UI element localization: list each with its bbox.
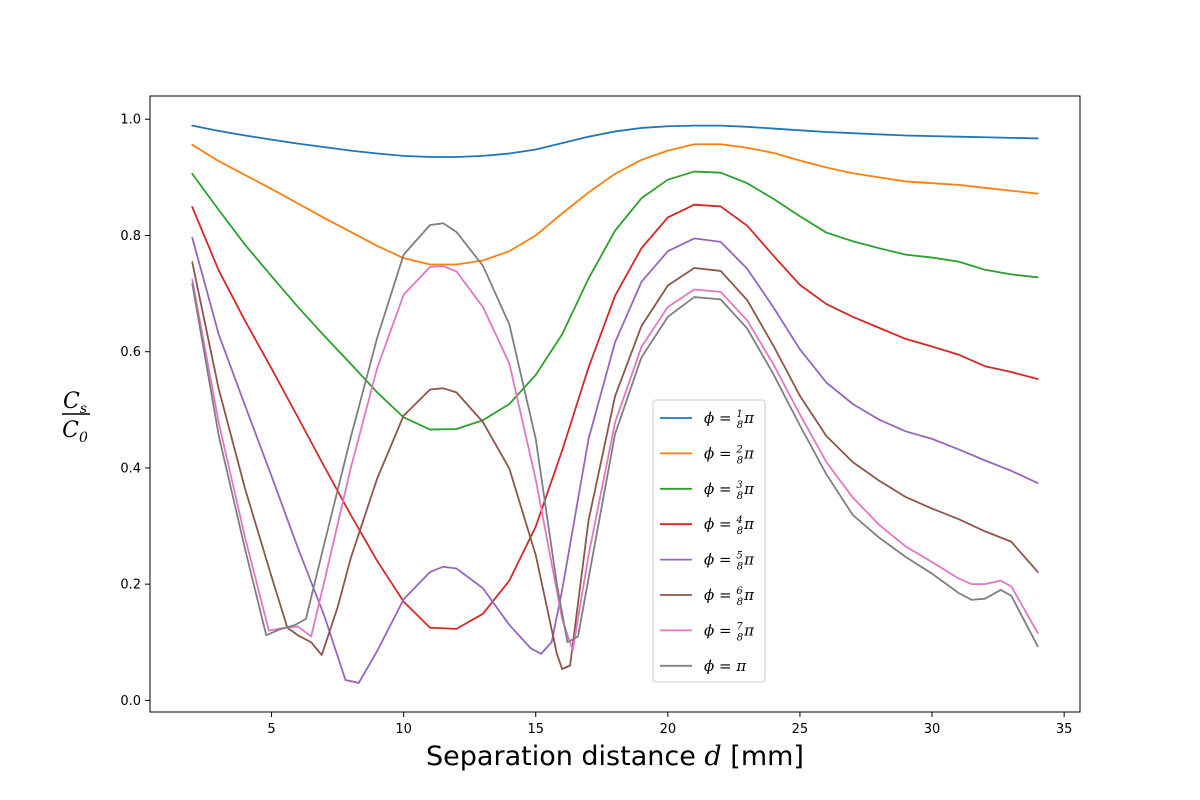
y-axis-ticks: 0.0 0.2 0.4 0.6 0.8 1.0 (120, 113, 150, 709)
y-axis-label-numerator: Cs (63, 389, 87, 417)
x-tick-label: 5 (267, 722, 275, 737)
x-tick-label: 20 (660, 722, 677, 737)
y-tick-label: 1.0 (120, 113, 141, 128)
series-line-2 (191, 143, 1039, 266)
legend-box (652, 399, 766, 683)
plot-frame (149, 95, 1081, 713)
x-tick-label: 15 (527, 722, 544, 737)
series-line-6 (191, 261, 1039, 670)
y-axis-label: Cs C0 (62, 389, 90, 446)
legend: ϕ = 1 8π ϕ = 2 8π ϕ = 3 8π ϕ = 4 8π ϕ = 5 8π ϕ = 6… (652, 399, 766, 683)
legend-label-8: ϕ = π (704, 657, 747, 675)
y-tick-label: 0.2 (120, 578, 141, 593)
legend-label-1: ϕ = 1 8π (704, 409, 755, 431)
y-tick-label: 0.8 (120, 229, 141, 244)
x-tick-label: 10 (395, 722, 412, 737)
series-line-1 (191, 124, 1039, 158)
series-line-4 (191, 203, 1039, 630)
series-line-8 (191, 222, 1039, 648)
legend-label-3: ϕ = 3 8π (704, 480, 755, 502)
y-tick-label: 0.6 (120, 345, 141, 360)
series-line-5 (191, 236, 1039, 684)
legend-label-2: ϕ = 2 8π (704, 444, 755, 466)
x-tick-label: 35 (1056, 722, 1073, 737)
x-tick-label: 25 (792, 722, 809, 737)
x-axis-label: Separation distance d [mm] (426, 741, 804, 772)
y-tick-label: 0.4 (120, 461, 141, 476)
series-line-7 (191, 265, 1039, 652)
x-axis-ticks: 5 10 15 20 25 30 35 (267, 712, 1072, 737)
x-tick-label: 30 (924, 722, 941, 737)
y-tick-label: 0.0 (120, 694, 141, 709)
series-lines (191, 124, 1039, 684)
legend-label-7: ϕ = 7 8π (704, 621, 755, 643)
legend-label-4: ϕ = 4 8π (704, 515, 755, 537)
series-line-3 (191, 170, 1039, 431)
legend-label-6: ϕ = 6 8π (704, 586, 755, 608)
legend-label-5: ϕ = 5 8π (704, 551, 755, 573)
y-axis-label-denominator: C0 (62, 418, 88, 446)
